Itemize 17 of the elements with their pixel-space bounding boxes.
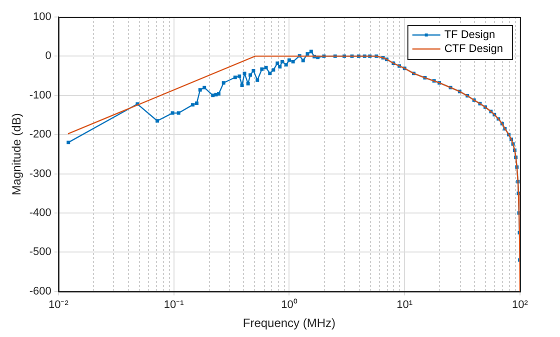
y-tick-label: -400: [29, 207, 52, 220]
x-tick-label: 10⁰: [281, 298, 298, 312]
y-tick-label: -100: [29, 89, 52, 102]
x-tick-label: 10²: [512, 299, 528, 312]
y-tick-label: -600: [29, 285, 52, 298]
y-tick-label: -300: [29, 168, 52, 180]
legend-label: TF Design: [444, 29, 496, 42]
x-tick-label: 10⁻¹: [164, 299, 184, 312]
y-tick-label: 100: [33, 11, 52, 24]
legend-label: CTF Design: [444, 43, 504, 56]
y-axis-title: Magnitude (dB): [10, 113, 24, 196]
y-tick-label: -500: [29, 246, 52, 258]
y-tick-label: 0: [45, 50, 52, 62]
x-tick-label: 10¹: [396, 299, 413, 312]
y-tick-label: -200: [29, 128, 52, 141]
x-axis-title: Frequency (MHz): [242, 316, 336, 330]
x-tick-label: 10⁻²: [48, 299, 69, 312]
